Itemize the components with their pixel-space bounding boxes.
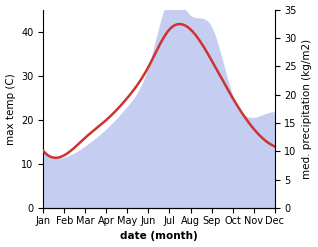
Y-axis label: med. precipitation (kg/m2): med. precipitation (kg/m2) [302, 39, 313, 179]
X-axis label: date (month): date (month) [120, 231, 198, 242]
Y-axis label: max temp (C): max temp (C) [5, 73, 16, 145]
